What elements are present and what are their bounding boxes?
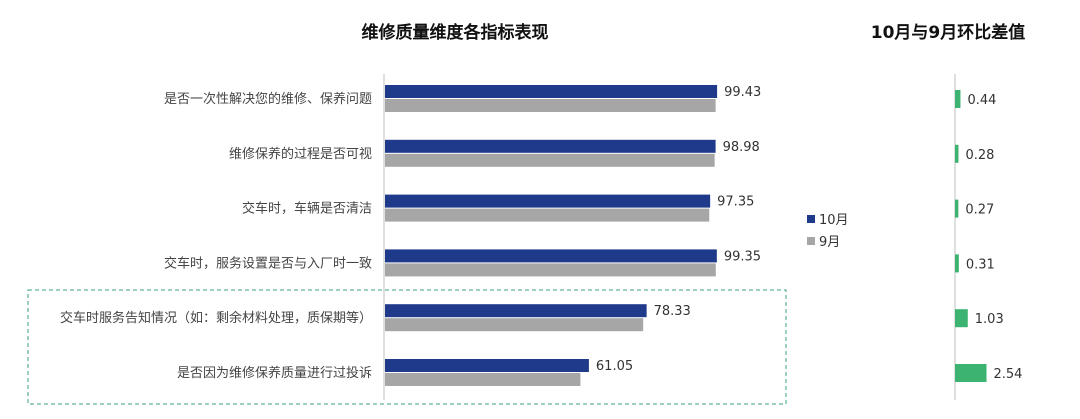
category-label: 是否因为维修保养质量进行过投诉 — [177, 365, 372, 381]
bar-sep — [385, 373, 581, 386]
bar-oct — [385, 194, 711, 208]
main-chart-title: 维修质量维度各指标表现 — [362, 22, 549, 43]
legend-swatch — [807, 237, 815, 245]
diff-value-label: 0.28 — [965, 148, 994, 163]
bar-sep — [385, 318, 644, 332]
legend-swatch — [807, 215, 815, 223]
diff-value-label: 0.31 — [966, 257, 995, 272]
diff-bars: 0.44 0.28 0.27 0.31 1.03 2.54 — [955, 90, 1022, 382]
bar-sep — [385, 153, 715, 167]
category-label: 维修保养的过程是否可视 — [229, 146, 372, 162]
bar-sep — [385, 263, 716, 277]
diff-bar — [955, 254, 959, 273]
bar-value-label: 99.35 — [724, 249, 761, 264]
bar-value-label: 97.35 — [717, 195, 754, 210]
highlight-box — [27, 289, 787, 405]
bar-oct — [385, 85, 718, 98]
bar-oct — [385, 249, 717, 263]
bar-value-label: 61.05 — [596, 359, 633, 374]
category-label: 交车时，车辆是否清洁 — [242, 201, 372, 217]
legend-label: 9月 — [819, 235, 840, 250]
category-label: 是否一次性解决您的维修、保养问题 — [164, 91, 372, 107]
bar-sep — [385, 99, 716, 112]
diff-bar — [955, 199, 959, 218]
bar-value-label: 99.43 — [724, 85, 761, 100]
diff-chart-title: 10月与9月环比差值 — [871, 22, 1026, 43]
legend-label: 10月 — [819, 213, 849, 228]
diff-value-label: 2.54 — [993, 367, 1022, 382]
bar-oct — [385, 139, 716, 153]
category-label: 交车时服务告知情况（如：剩余材料处理，质保期等） — [60, 310, 372, 326]
diff-bar — [955, 90, 961, 108]
category-label: 交车时，服务设置是否与入厂时一致 — [164, 255, 372, 271]
bar-sep — [385, 208, 710, 222]
diff-value-label: 0.44 — [967, 93, 996, 108]
diff-value-label: 0.27 — [965, 203, 994, 218]
bar-oct — [385, 359, 589, 372]
bar-value-label: 78.33 — [654, 304, 691, 319]
diff-value-label: 1.03 — [975, 312, 1004, 327]
main-bars: 是否一次性解决您的维修、保养问题 99.43 维修保养的过程是否可视 98.98 交车时… — [60, 85, 761, 386]
diff-bar — [955, 144, 959, 163]
bar-oct — [385, 304, 647, 318]
diff-bar — [955, 309, 968, 328]
bar-value-label: 98.98 — [723, 140, 760, 155]
diff-bar — [955, 364, 987, 382]
